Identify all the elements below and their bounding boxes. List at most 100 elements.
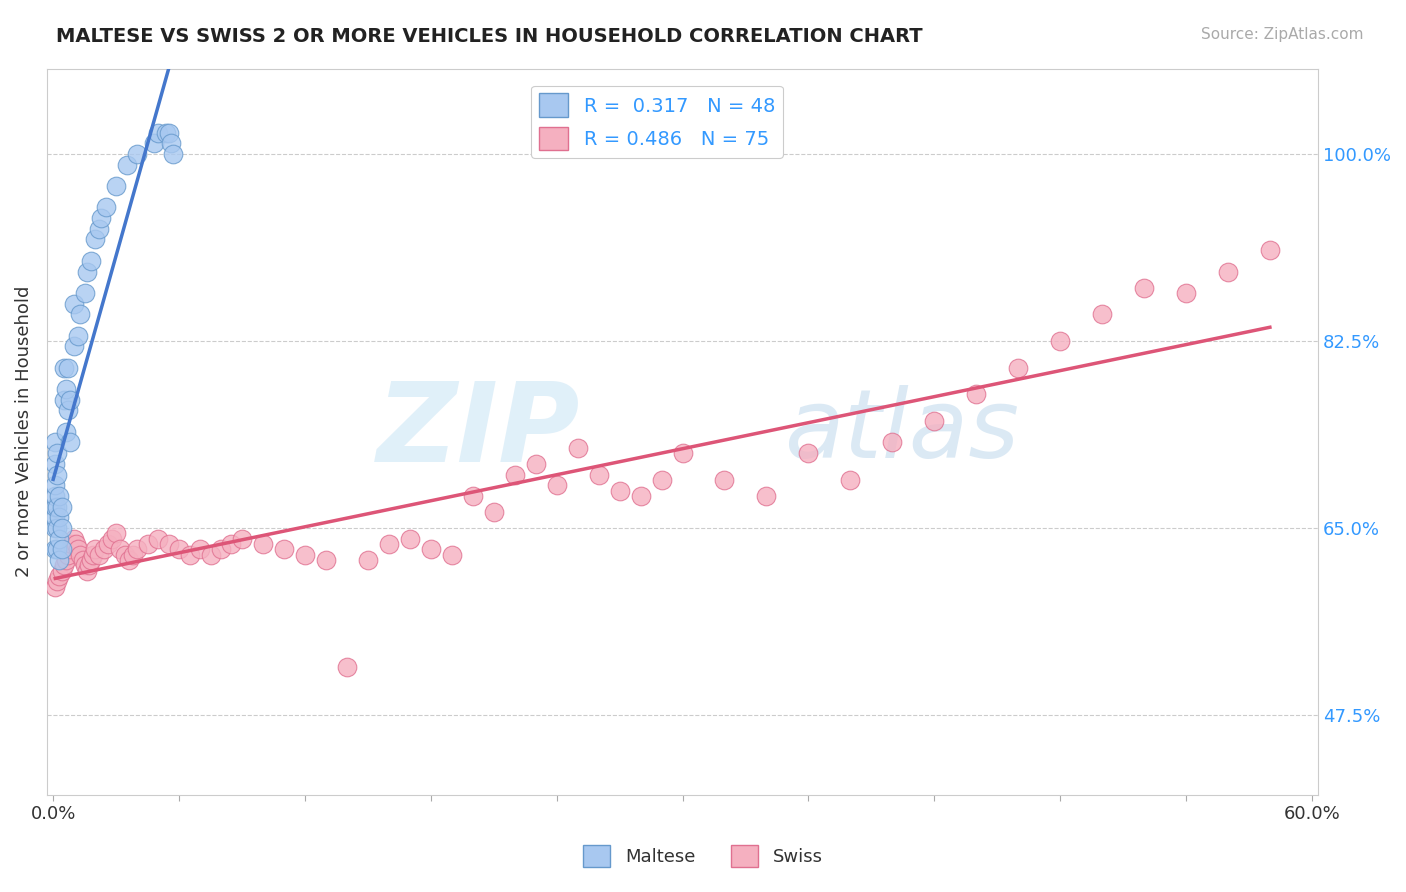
Point — [48, 510, 70, 524]
Point — [1049, 334, 1071, 348]
Point — [44, 457, 66, 471]
Point — [159, 136, 181, 151]
Point — [101, 532, 124, 546]
Point — [146, 532, 169, 546]
Point — [882, 435, 904, 450]
Point — [1258, 243, 1281, 257]
Point — [1133, 280, 1156, 294]
Point — [118, 553, 141, 567]
Point — [90, 211, 112, 226]
Point — [44, 435, 66, 450]
Point — [77, 558, 100, 573]
Point — [188, 542, 211, 557]
Point — [273, 542, 295, 557]
Point — [56, 403, 79, 417]
Point — [44, 542, 66, 557]
Point — [46, 574, 69, 589]
Legend: Maltese, Swiss: Maltese, Swiss — [576, 838, 830, 874]
Text: ZIP: ZIP — [377, 378, 581, 485]
Point — [755, 489, 778, 503]
Text: atlas: atlas — [785, 385, 1019, 478]
Text: Source: ZipAtlas.com: Source: ZipAtlas.com — [1201, 27, 1364, 42]
Point — [294, 548, 316, 562]
Point — [1007, 360, 1029, 375]
Point — [59, 542, 82, 557]
Point — [671, 446, 693, 460]
Point — [52, 558, 75, 573]
Point — [59, 392, 82, 407]
Point — [167, 542, 190, 557]
Point — [73, 285, 96, 300]
Point — [419, 542, 441, 557]
Point — [44, 489, 66, 503]
Point — [89, 221, 111, 235]
Point — [65, 537, 87, 551]
Point — [76, 264, 98, 278]
Point — [56, 360, 79, 375]
Point — [46, 521, 69, 535]
Point — [105, 526, 128, 541]
Point — [63, 339, 86, 353]
Point — [157, 126, 180, 140]
Point — [567, 441, 589, 455]
Point — [44, 521, 66, 535]
Point — [46, 467, 69, 482]
Point — [162, 147, 184, 161]
Point — [122, 548, 145, 562]
Point — [76, 564, 98, 578]
Point — [51, 564, 73, 578]
Point — [59, 435, 82, 450]
Point — [630, 489, 652, 503]
Point — [524, 457, 547, 471]
Point — [55, 553, 77, 567]
Point — [63, 296, 86, 310]
Point — [200, 548, 222, 562]
Point — [127, 147, 149, 161]
Point — [46, 500, 69, 514]
Point — [136, 537, 159, 551]
Point — [67, 328, 90, 343]
Point — [209, 542, 232, 557]
Point — [44, 580, 66, 594]
Point — [46, 542, 69, 557]
Point — [52, 360, 75, 375]
Point — [89, 548, 111, 562]
Point — [69, 548, 91, 562]
Point — [73, 558, 96, 573]
Point — [315, 553, 337, 567]
Point — [357, 553, 380, 567]
Point — [44, 500, 66, 514]
Point — [48, 553, 70, 567]
Point — [1091, 307, 1114, 321]
Point — [51, 521, 73, 535]
Point — [115, 158, 138, 172]
Point — [503, 467, 526, 482]
Point — [546, 478, 568, 492]
Point — [84, 232, 107, 246]
Point — [72, 553, 94, 567]
Point — [461, 489, 484, 503]
Point — [46, 446, 69, 460]
Point — [44, 478, 66, 492]
Point — [1175, 285, 1198, 300]
Point — [69, 307, 91, 321]
Point — [55, 425, 77, 439]
Point — [82, 548, 104, 562]
Point — [63, 532, 86, 546]
Point — [84, 542, 107, 557]
Point — [48, 569, 70, 583]
Point — [252, 537, 274, 551]
Point — [114, 548, 136, 562]
Point — [105, 179, 128, 194]
Point — [127, 542, 149, 557]
Point — [378, 537, 401, 551]
Point — [146, 126, 169, 140]
Point — [1216, 264, 1239, 278]
Point — [142, 136, 165, 151]
Point — [965, 387, 987, 401]
Point — [157, 537, 180, 551]
Point — [93, 542, 115, 557]
Point — [52, 392, 75, 407]
Point — [713, 473, 735, 487]
Point — [110, 542, 132, 557]
